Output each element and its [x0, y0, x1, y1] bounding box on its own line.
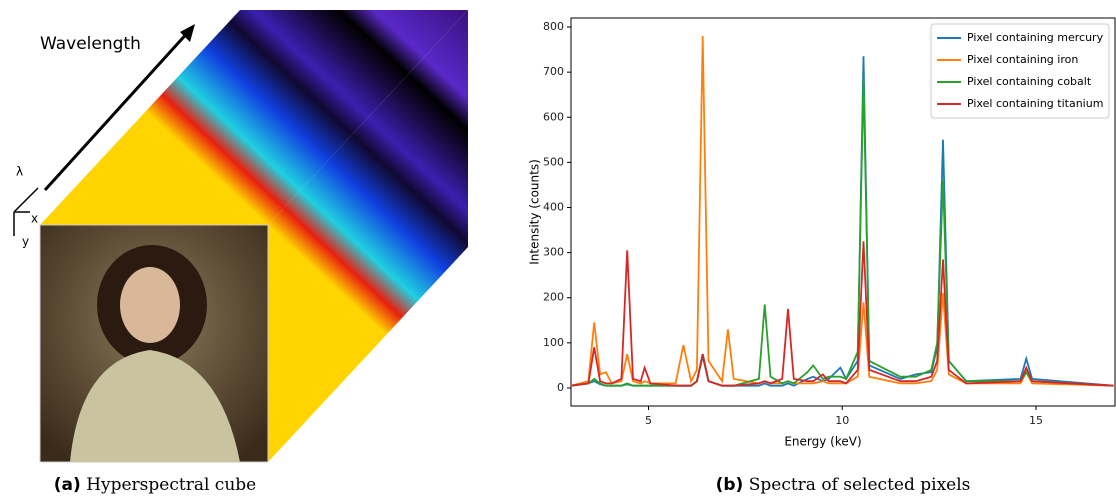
- y-axis-label: Intensity (counts): [528, 159, 542, 265]
- series-line: [570, 241, 1114, 387]
- legend-label: Pixel containing iron: [967, 53, 1078, 66]
- x-tick-label: 5: [645, 414, 652, 427]
- y-tick-label: 400: [543, 200, 564, 213]
- y-label-small: y: [22, 235, 29, 249]
- caption-text: Hyperspectral cube: [86, 475, 256, 495]
- y-tick-label: 500: [543, 155, 564, 168]
- cube-side: [268, 10, 468, 462]
- y-tick-label: 100: [543, 336, 564, 349]
- caption-text: Spectra of selected pixels: [749, 475, 971, 495]
- x-tick-label: 15: [1029, 414, 1043, 427]
- lambda-label: λ: [16, 165, 23, 179]
- x-axis-label: Energy (keV): [784, 435, 861, 449]
- cube: [13, 10, 468, 463]
- portrait-dress: [70, 350, 240, 462]
- y-tick-label: 300: [543, 246, 564, 259]
- legend-label: Pixel containing titanium: [967, 97, 1103, 110]
- x-label-small: x: [31, 212, 38, 226]
- cube-top: [40, 10, 468, 225]
- chart: 0 100 200 300 400 500 600 700 800 5 10 15 Energy (ke…: [528, 17, 1116, 449]
- lambda-axis: [13, 187, 39, 213]
- y-tick-label: 0: [557, 381, 564, 394]
- y-tick-label: 600: [543, 110, 564, 123]
- legend-label: Pixel containing cobalt: [967, 75, 1092, 88]
- caption-b: (b) Spectra of selected pixels: [716, 475, 971, 496]
- wavelength-arrow: [43, 28, 192, 192]
- plot-frame: [570, 17, 1116, 407]
- caption-label: (b): [716, 475, 744, 495]
- y-tick-label: 700: [543, 65, 564, 78]
- y-tick-label: 200: [543, 291, 564, 304]
- legend-label: Pixel containing mercury: [967, 31, 1104, 44]
- legend-box: [930, 23, 1110, 119]
- caption-label: (a): [54, 475, 81, 495]
- series-line: [570, 78, 1114, 387]
- portrait-face: [120, 267, 180, 343]
- x-tick-label: 10: [835, 414, 849, 427]
- wavelength-label: Wavelength: [40, 34, 141, 54]
- arrow-head: [180, 24, 195, 42]
- caption-a: (a) Hyperspectral cube: [54, 475, 256, 496]
- y-tick-label: 800: [543, 20, 564, 33]
